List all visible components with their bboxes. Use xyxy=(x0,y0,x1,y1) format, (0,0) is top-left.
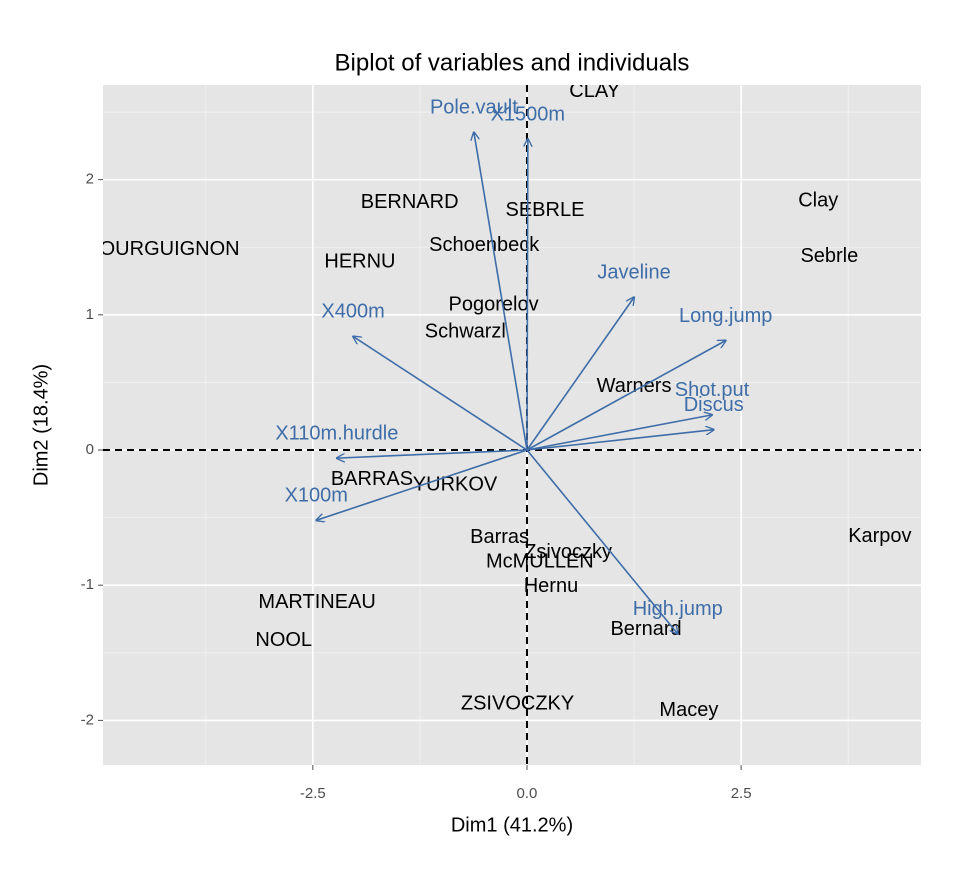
variable-label: X1500m xyxy=(491,103,566,125)
individual-label: ZSIVOCZKY xyxy=(461,692,574,714)
variable-label: X100m xyxy=(285,485,348,507)
variable-arrow xyxy=(474,132,528,451)
x-tick-label: -2.5 xyxy=(300,785,326,802)
variable-arrow xyxy=(526,297,634,451)
y-tick-label: -1 xyxy=(81,576,94,593)
individual-label: BOURGUIGNON xyxy=(86,238,239,260)
individual-label: McMULLEN xyxy=(486,550,594,572)
individual-label: Zsivoczky xyxy=(524,541,612,563)
individual-label: SEBRLE xyxy=(506,199,585,221)
variable-label: Discus xyxy=(684,394,744,416)
variable-arrow xyxy=(526,449,678,634)
chart-title: Biplot of variables and individuals xyxy=(335,49,690,76)
y-tick-label: 2 xyxy=(86,171,94,188)
y-tick-label: 0 xyxy=(86,441,94,458)
individual-label: MARTINEAU xyxy=(258,591,375,613)
variable-label: X400m xyxy=(321,301,384,323)
variable-arrow xyxy=(337,449,528,458)
individual-label: BARRAS xyxy=(331,468,413,490)
individual-label: Clay xyxy=(798,190,838,212)
y-tick-label: -2 xyxy=(81,711,94,728)
variable-arrow xyxy=(526,430,714,451)
variable-arrow xyxy=(527,139,528,451)
individual-label: NOOL xyxy=(255,629,312,651)
individual-label: BERNARD xyxy=(361,191,459,213)
individual-label: Karpov xyxy=(848,525,911,547)
individual-label: Sebrle xyxy=(800,245,858,267)
variable-arrow xyxy=(316,449,528,520)
individual-label: Bernard xyxy=(610,618,681,640)
x-tick-label: 2.5 xyxy=(731,785,752,802)
variable-arrow xyxy=(526,341,726,451)
x-tick-label: 0.0 xyxy=(517,785,538,802)
variable-label: Long.jump xyxy=(679,305,772,327)
y-axis-title: Dim2 (18.4%) xyxy=(30,364,52,486)
individual-label: Macey xyxy=(659,699,718,721)
variable-arrow xyxy=(526,415,712,451)
individual-label: Pogorelov xyxy=(449,294,539,316)
individual-label: YURKOV xyxy=(413,473,498,495)
y-tick-label: 1 xyxy=(86,306,94,323)
variable-arrow xyxy=(353,336,528,451)
variable-label: Javeline xyxy=(597,262,670,284)
individual-label: HERNU xyxy=(324,250,395,272)
variable-label: X110m.hurdle xyxy=(275,422,398,444)
individual-label: Schwarzl xyxy=(425,321,506,343)
individual-label: Warners xyxy=(597,375,672,397)
variable-label: Shot.put xyxy=(675,379,750,401)
individual-label: Schoenbeck xyxy=(429,234,540,256)
individual-label: Hernu xyxy=(524,575,578,597)
x-axis-title: Dim1 (41.2%) xyxy=(451,814,573,836)
panel xyxy=(103,85,921,765)
individual-label: CLAY xyxy=(569,80,620,102)
variable-label: Pole.vault xyxy=(430,97,518,119)
individual-label: Barras xyxy=(470,526,529,548)
variable-label: High.jump xyxy=(633,598,723,620)
